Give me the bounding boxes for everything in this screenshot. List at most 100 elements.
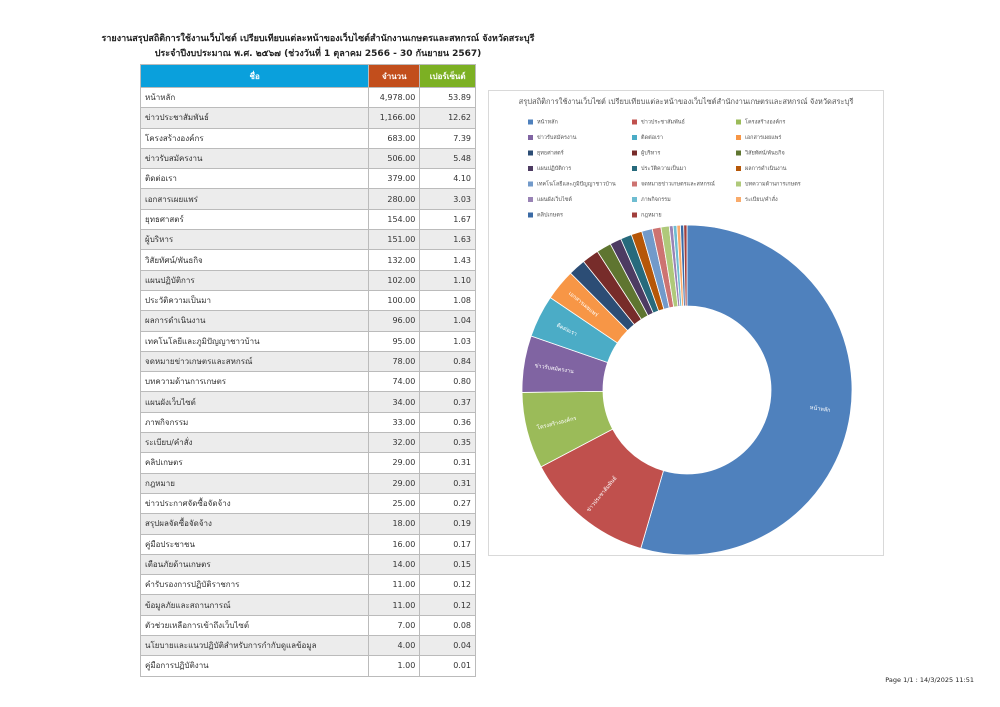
- cell: ข่าวรับสมัครงาน: [139, 147, 370, 170]
- cell: คลิปเกษตร: [139, 452, 370, 474]
- cell: 0.12: [419, 594, 476, 616]
- cell: 0.80: [419, 371, 476, 393]
- chart: สรุปสถิติการใช้งานเว็บไซต์ เปรียบเทียบแต…: [488, 90, 884, 556]
- table-row: แผนปฏิบัติการ 102.00 1.10: [139, 269, 476, 291]
- cell: ตัวช่วยเหลือการเข้าถึงเว็บไซต์: [139, 614, 370, 637]
- cell: 34.00: [368, 391, 421, 413]
- cell: โครงสร้างองค์กร: [139, 127, 370, 149]
- cell: ติดต่อเรา: [139, 168, 370, 190]
- legend-swatch: [528, 212, 533, 218]
- table-row: ระเบียบ/คำสั่ง 32.00 0.35: [139, 432, 476, 454]
- cell: 1.03: [419, 330, 476, 352]
- cell: 11.00: [368, 574, 421, 596]
- cell: 0.31: [419, 452, 476, 474]
- cell: ยุทธศาสตร์: [139, 208, 370, 231]
- cell: 4.10: [419, 168, 476, 190]
- column-header: เปอร์เซ็นต์: [419, 64, 476, 88]
- cell: เทคโนโลยีและภูมิปัญญาชาวบ้าน: [139, 330, 370, 352]
- cell: 0.36: [419, 411, 476, 434]
- cell: สรุปผลจัดซื้อจัดจ้าง: [139, 513, 370, 535]
- legend-swatch: [632, 212, 637, 218]
- cell: 78.00: [368, 350, 421, 373]
- table-row: ผลการดำเนินงาน 96.00 1.04: [139, 310, 476, 332]
- table-row: คำรับรองการปฏิบัติราชการ 11.00 0.12: [139, 574, 476, 596]
- legend-label: แผนปฏิบัติการ: [537, 165, 571, 172]
- cell: 95.00: [368, 330, 421, 352]
- legend-label: บทความด้านการเกษตร: [745, 181, 801, 188]
- legend-label: ข่าวประชาสัมพันธ์: [641, 119, 685, 126]
- cell: 1.00: [368, 655, 421, 677]
- cell: 100.00: [368, 289, 421, 312]
- cell: 1.67: [419, 208, 476, 231]
- cell: 53.89: [419, 86, 476, 109]
- legend-swatch: [736, 135, 741, 140]
- table-row: หน้าหลัก 4,978.00 53.89: [139, 86, 476, 109]
- cell: 0.84: [419, 350, 476, 373]
- legend-label: ติดต่อเรา: [641, 134, 663, 141]
- legend-label: เอกสารเผยแพร่: [745, 134, 781, 141]
- legend-swatch: [736, 150, 741, 156]
- cell: จดหมายข่าวเกษตรและสหกรณ์: [139, 350, 370, 373]
- cell: 102.00: [368, 269, 421, 291]
- legend-swatch: [632, 150, 637, 156]
- table-row: เตือนภัยด้านเกษตร 14.00 0.15: [139, 553, 476, 576]
- report-subtitle: ประจำปีงบประมาณ พ.ศ. ๒๕๖๗ (ช่วงวันที่ 1 …: [154, 49, 482, 59]
- column-header: จำนวน: [368, 64, 421, 88]
- cell: คู่มือประชาชน: [139, 533, 370, 555]
- legend-label: เทคโนโลยีและภูมิปัญญาชาวบ้าน: [537, 180, 616, 188]
- cell: 154.00: [368, 208, 421, 231]
- legend-swatch: [528, 119, 533, 125]
- cell: 0.27: [419, 492, 476, 515]
- cell: 11.00: [368, 594, 421, 616]
- legend-label: คลิปเกษตร: [537, 212, 563, 219]
- legend-label: จดหมายข่าวเกษตรและสหกรณ์: [641, 181, 715, 188]
- table-row: แผนผังเว็บไซต์ 34.00 0.37: [139, 391, 476, 413]
- legend-swatch: [736, 166, 741, 171]
- cell: 5.48: [419, 147, 476, 170]
- cell: 25.00: [368, 492, 421, 515]
- cell: 0.15: [419, 553, 476, 576]
- cell: แผนผังเว็บไซต์: [139, 391, 370, 413]
- legend-swatch: [528, 150, 533, 156]
- cell: 1.04: [419, 310, 476, 332]
- cell: 7.00: [368, 614, 421, 637]
- cell: 506.00: [368, 147, 421, 170]
- cell: ข่าวประชาสัมพันธ์: [139, 107, 370, 129]
- legend-label: แผนผังเว็บไซต์: [537, 195, 572, 203]
- table-row: วิสัยทัศน์/พันธกิจ 132.00 1.43: [139, 249, 476, 271]
- table-row: คลิปเกษตร 29.00 0.31: [139, 452, 476, 474]
- table-row: ข่าวรับสมัครงาน 506.00 5.48: [139, 147, 476, 170]
- table-row: โครงสร้างองค์กร 683.00 7.39: [139, 127, 476, 149]
- cell: 4.00: [368, 635, 421, 657]
- table-row: ตัวช่วยเหลือการเข้าถึงเว็บไซต์ 7.00 0.08: [139, 614, 476, 637]
- cell: 151.00: [368, 229, 421, 251]
- table-row: ผู้บริหาร 151.00 1.63: [139, 229, 476, 251]
- legend-swatch: [632, 181, 637, 187]
- cell: 32.00: [368, 432, 421, 454]
- cell: 683.00: [368, 127, 421, 149]
- legend-label: ผู้บริหาร: [641, 150, 660, 157]
- cell: 0.08: [419, 614, 476, 637]
- table-row: ภาพกิจกรรม 33.00 0.36: [139, 411, 476, 434]
- legend-swatch: [736, 181, 741, 187]
- cell: 0.01: [419, 655, 476, 677]
- cell: ระเบียบ/คำสั่ง: [139, 432, 370, 454]
- table-row: ข่าวประชาสัมพันธ์ 1,166.00 12.62: [139, 107, 476, 129]
- table-row: เอกสารเผยแพร่ 280.00 3.03: [139, 188, 476, 210]
- table-row: ข่าวประกาศจัดซื้อจัดจ้าง 25.00 0.27: [139, 492, 476, 515]
- legend-label: โครงสร้างองค์กร: [745, 118, 785, 126]
- cell: 1.43: [419, 249, 476, 271]
- legend-swatch: [632, 119, 637, 125]
- legend-label: กฎหมาย: [641, 213, 662, 219]
- cell: 96.00: [368, 310, 421, 332]
- legend-label: วิสัยทัศน์/พันธกิจ: [744, 150, 785, 157]
- cell: ข่าวประกาศจัดซื้อจัดจ้าง: [139, 492, 370, 515]
- cell: 29.00: [368, 472, 421, 494]
- legend-label: หน้าหลัก: [537, 119, 558, 126]
- stats-table: ชื่อ จำนวน เปอร์เซ็นต์ หน้าหลัก 4,978.00 53.8…: [139, 64, 476, 677]
- cell: 12.62: [419, 107, 476, 129]
- legend-swatch: [632, 197, 637, 202]
- cell: 0.31: [419, 472, 476, 494]
- table-row: บทความด้านการเกษตร 74.00 0.80: [139, 371, 476, 393]
